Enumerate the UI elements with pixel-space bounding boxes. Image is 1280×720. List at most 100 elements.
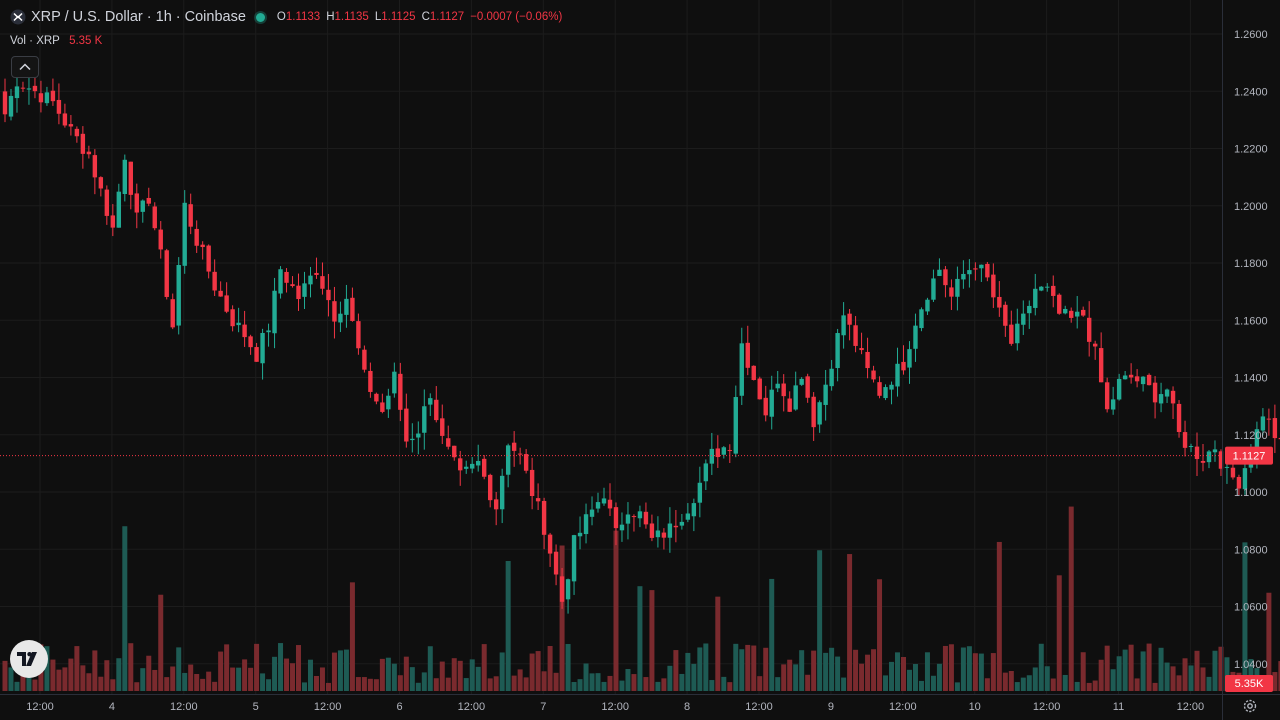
volume-bar — [649, 590, 655, 691]
symbol-legend[interactable]: XRP / U.S. Dollar · 1h · Coinbase O1.113… — [10, 9, 562, 25]
candle-body — [1140, 376, 1146, 385]
candle-body — [949, 287, 954, 297]
volume-bar — [1032, 667, 1038, 691]
candle-body — [278, 269, 283, 294]
volume-bar — [559, 545, 565, 691]
volume-bar — [176, 647, 182, 691]
volume-bar — [883, 675, 889, 691]
candle-body — [559, 576, 565, 602]
price-tick-label: 1.2400 — [1234, 86, 1268, 98]
volume-bar — [601, 681, 607, 691]
price-tick-label: 1.1400 — [1234, 373, 1268, 385]
volume-bar — [56, 669, 62, 691]
candle-body — [805, 376, 810, 398]
volume-bar — [1158, 647, 1164, 691]
candle-body — [787, 398, 792, 412]
time-tick-label: 12:00 — [1033, 701, 1061, 713]
candle-body — [1170, 390, 1176, 404]
last-price-label: 1.1127 — [1233, 451, 1266, 463]
candle-body — [1236, 476, 1242, 489]
volume-bar — [673, 650, 679, 691]
candle-body — [541, 500, 547, 535]
volume-bar — [194, 674, 200, 691]
volume-bar — [1068, 506, 1074, 691]
time-tick-label: 12:00 — [458, 701, 486, 713]
volume-bar — [439, 661, 445, 691]
ohlc-low: L1.1125 — [374, 11, 416, 23]
candle-body — [799, 378, 804, 385]
candle-body — [1015, 323, 1020, 344]
volume-bar — [1092, 680, 1098, 691]
volume-bar — [343, 649, 349, 691]
candle-body — [68, 124, 74, 127]
volume-bar — [631, 674, 637, 691]
candle-body — [1224, 466, 1230, 468]
volume-bar — [942, 645, 948, 691]
volume-bar — [266, 679, 272, 691]
candle-body — [1164, 389, 1170, 397]
volume-bar — [1074, 681, 1080, 691]
time-axis[interactable]: 12:00 4 12:00 5 12:00 6 12:00 7 12:00 8 12:00 9 12:0… — [0, 694, 1280, 714]
candle-body — [1230, 467, 1236, 478]
candle-body — [835, 333, 840, 369]
volume-bar — [355, 677, 361, 691]
volume-bar — [1104, 645, 1110, 691]
volume-bar — [140, 668, 146, 691]
volume-bar — [254, 643, 260, 691]
candle-body — [973, 268, 978, 270]
candle-body — [583, 514, 589, 535]
price-axis[interactable]: 1.2600 1.2400 1.2200 1.2000 1.1800 1.1600 1.14… — [1222, 0, 1268, 720]
volume-bar — [553, 672, 559, 691]
chart-legend: XRP / U.S. Dollar · 1h · Coinbase O1.113… — [0, 0, 1220, 47]
volume-bar — [224, 644, 230, 691]
candle-body — [1128, 374, 1134, 378]
volume-bar — [877, 579, 883, 691]
symbol-title[interactable]: XRP / U.S. Dollar · 1h · Coinbase — [31, 9, 246, 25]
volume-bar — [1266, 592, 1272, 691]
volume-bar — [1086, 682, 1092, 691]
candle-body — [440, 418, 445, 436]
volume-bar — [978, 653, 984, 691]
volume-bar — [948, 644, 954, 691]
candle-body — [1194, 446, 1200, 460]
volume-bar — [2, 660, 8, 691]
time-tick-label: 12:00 — [314, 701, 342, 713]
volume-bar — [1080, 652, 1086, 691]
candle-body — [655, 530, 661, 538]
candle-body — [775, 383, 780, 389]
candle-body — [92, 155, 98, 178]
volume-bar — [643, 677, 649, 691]
candlesticks — [2, 72, 1280, 614]
candle-body — [1212, 449, 1218, 453]
volume-bar — [170, 666, 176, 691]
candle-body — [1152, 382, 1158, 403]
volume-bar — [930, 675, 936, 691]
collapse-legend-button[interactable] — [11, 56, 39, 78]
volume-bar — [1008, 670, 1014, 691]
chart-grid — [0, 0, 1222, 694]
candle-body — [56, 99, 62, 114]
volume-bar — [296, 645, 302, 691]
price-tick-label: 1.1600 — [1234, 315, 1268, 327]
candle-body — [673, 525, 679, 528]
candle-body — [709, 448, 715, 464]
volume-bar — [853, 649, 859, 691]
volume-bar — [733, 643, 739, 691]
volume-bar — [811, 650, 817, 691]
volume-legend[interactable]: Vol · XRP 5.35 K — [10, 35, 102, 47]
volume-bar — [242, 659, 248, 691]
volume-bar — [1098, 659, 1104, 691]
chart-settings-button[interactable] — [1240, 696, 1260, 716]
candle-body — [1218, 451, 1224, 469]
volume-bar — [990, 653, 996, 691]
candle-body — [122, 159, 127, 195]
last-volume-label-bg — [1225, 675, 1273, 692]
volume-bar — [349, 582, 355, 691]
volume-bar — [44, 646, 50, 691]
candle-body — [134, 193, 139, 213]
volume-bar — [152, 669, 158, 691]
volume-bar — [278, 643, 284, 691]
candle-body — [44, 92, 50, 104]
tradingview-logo[interactable] — [10, 640, 48, 678]
